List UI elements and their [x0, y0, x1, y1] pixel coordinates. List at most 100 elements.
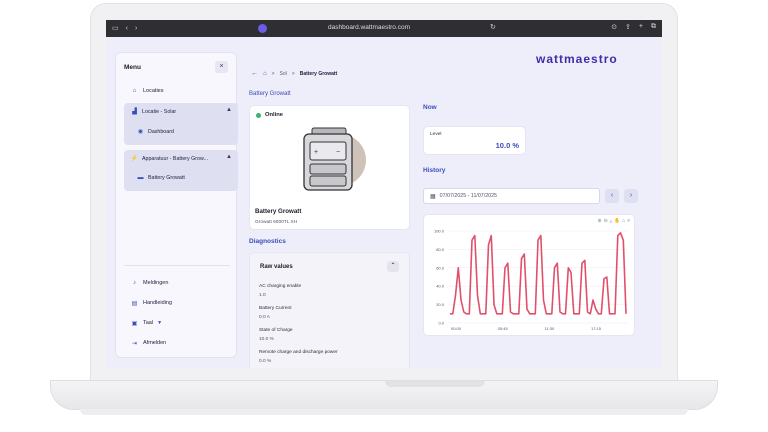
status-text: Online: [265, 112, 284, 118]
device-model: Growatt 6000TL XH: [255, 220, 298, 225]
raw-label: State of Charge: [259, 328, 293, 333]
y-tick-label: 80.0: [436, 247, 445, 252]
sidebar-item-afmelden[interactable]: ⇥ Afmelden: [124, 335, 230, 351]
raw-label: AC charging enable: [259, 284, 302, 289]
level-label: Level: [430, 132, 442, 137]
sidebar-item-locaties[interactable]: ⌂ Locaties: [124, 83, 230, 99]
chevron-up-icon[interactable]: ▲: [226, 154, 232, 160]
sidebar-item-locatie-solar[interactable]: ▟ Locatie - Solar ▲: [124, 103, 238, 120]
share-icon[interactable]: ⇪: [625, 24, 631, 31]
device-name: Battery Growatt: [255, 208, 302, 215]
sidebar-item-meldingen[interactable]: ♪ Meldingen: [124, 275, 230, 291]
dashboard-icon: ◉: [137, 129, 144, 135]
forward-icon[interactable]: ›: [134, 25, 138, 32]
close-menu-button[interactable]: ×: [215, 61, 228, 73]
date-range-text: 07/07/2025 - 11/07/2025: [439, 193, 498, 199]
x-tick-label: 00:00: [451, 326, 462, 331]
svg-text:+: +: [314, 149, 318, 156]
brand-logo: wattmaestro: [536, 52, 618, 66]
sidebar-item-dashboard[interactable]: ◉ Dashboard: [130, 123, 232, 140]
sidebar-menu: Menu × ⌂ Locaties ▟ Locatie - Solar ▲ ◉ …: [115, 52, 238, 358]
y-tick-label: 100.0: [434, 229, 445, 234]
previous-range-button[interactable]: ‹: [605, 189, 619, 203]
sidebar-item-label: Afmelden: [143, 340, 167, 346]
raw-label: Remote charge and discharge power: [259, 350, 338, 355]
history-chart: ⊕ ⊖ ⌕ ✋ ⌂ ≡ 0.0 20.0 40.0 60.0 80.0 100.0 00:0…: [423, 214, 635, 336]
date-range-input[interactable]: ▦ 07/07/2025 - 11/07/2025: [423, 188, 600, 204]
menu-title: Menu: [124, 64, 141, 71]
zoom-in-icon[interactable]: ⊕: [597, 219, 602, 224]
zoom-select-icon[interactable]: ⌕: [609, 220, 613, 225]
back-icon[interactable]: ‹: [125, 25, 128, 32]
book-icon: ▤: [131, 300, 138, 307]
battery-icon: ▬: [137, 174, 144, 181]
calendar-icon: ▦: [430, 193, 436, 200]
sidebar-item-handleiding[interactable]: ▤ Handleiding: [124, 295, 230, 311]
raw-values-card: Raw values ⌃ AC charging enable 1.0 Batt…: [249, 252, 410, 368]
sidebar-toggle-icon[interactable]: ▭: [112, 25, 119, 32]
chevron-down-icon: ▼: [157, 320, 163, 326]
sidebar-item-taal[interactable]: ▣ Taal ▼: [124, 315, 230, 331]
status-badge: Online: [256, 112, 283, 118]
new-tab-icon[interactable]: +: [638, 23, 643, 30]
collapse-button[interactable]: ⌃: [387, 261, 399, 272]
battery-image: + −: [303, 127, 366, 191]
raw-label: Battery Current: [259, 306, 292, 311]
chevron-up-icon[interactable]: ▲: [226, 107, 232, 113]
favicon-icon: [258, 24, 267, 33]
breadcrumb-current: Battery Growatt: [299, 70, 338, 77]
address-bar[interactable]: dashboard.wattmaestro.com: [328, 24, 411, 31]
y-tick-label: 60.0: [436, 265, 445, 270]
download-icon[interactable]: ⊙: [611, 24, 618, 31]
chart-menu-icon[interactable]: ≡: [627, 219, 630, 224]
zoom-out-icon[interactable]: ⊖: [603, 219, 608, 224]
breadcrumb-item[interactable]: Sol: [279, 70, 287, 77]
bell-icon: ♪: [133, 280, 136, 286]
sidebar-item-label: Apparatuur - Battery Grow...: [142, 155, 208, 162]
building-icon: ▟: [132, 109, 137, 115]
sidebar-item-label: Locatie - Solar: [142, 108, 177, 115]
laptop-notch: [385, 381, 485, 387]
x-tick-label: 05:45: [498, 326, 509, 331]
x-tick-label: 11:30: [544, 326, 554, 331]
series-line: [450, 231, 627, 315]
next-range-button[interactable]: ›: [624, 189, 638, 203]
sidebar-item-label: Locaties: [143, 88, 164, 94]
chart-canvas: 0.0 20.0 40.0 60.0 80.0 100.0 00:00 05:45 11:30 1…: [434, 229, 628, 331]
raw-value: 0.0 A: [259, 315, 270, 320]
logout-icon: ⇥: [131, 340, 138, 347]
online-status-icon: [256, 112, 261, 118]
sidebar-divider: [124, 265, 230, 266]
sidebar-item-label: Meldingen: [143, 280, 169, 286]
y-tick-label: 20.0: [436, 302, 445, 307]
sidebar-item-label: Battery Growatt: [148, 174, 185, 181]
now-title: Now: [423, 104, 437, 111]
y-tick-label: 0.0: [438, 321, 444, 326]
raw-values-title: Raw values: [260, 264, 293, 270]
pan-icon[interactable]: ✋: [614, 219, 621, 224]
sidebar-group-locatie: ▟ Locatie - Solar ▲ ◉ Dashboard: [124, 103, 238, 145]
history-title: History: [423, 167, 446, 174]
device-card: Online + − Battery Growatt Growatt 6000T…: [249, 105, 410, 230]
plug-icon: ⚡: [130, 156, 139, 162]
main-content: wattmaestro ← ⌂ > Sol > Battery Growatt …: [246, 52, 656, 368]
language-icon: ▣: [131, 320, 138, 327]
back-arrow-icon[interactable]: ←: [251, 70, 258, 77]
home-icon: ⌂: [132, 88, 137, 94]
home-icon[interactable]: ⌂: [263, 70, 267, 77]
browser-bar: ▭ ‹ › dashboard.wattmaestro.com ↻ ⊙ ⇪ + …: [106, 20, 662, 37]
sidebar-item-label: Taal: [143, 320, 154, 326]
sidebar-item-apparatuur[interactable]: ⚡ Apparatuur - Battery Grow... ▲: [124, 150, 238, 167]
raw-value: 0.0 %: [259, 359, 272, 364]
page-title: Battery Growatt: [249, 91, 291, 97]
reset-home-icon[interactable]: ⌂: [622, 219, 626, 224]
diagnostics-title: Diagnostics: [249, 238, 286, 245]
sidebar-item-battery-growatt[interactable]: ▬ Battery Growatt: [130, 169, 232, 186]
sidebar-group-apparatuur: ⚡ Apparatuur - Battery Grow... ▲ ▬ Batte…: [124, 150, 238, 191]
laptop-shadow: [80, 409, 688, 415]
reload-icon[interactable]: ↻: [490, 24, 496, 31]
sidebar-item-label: Handleiding: [143, 300, 173, 306]
x-tick-label: 17:15: [591, 326, 602, 331]
tabs-icon[interactable]: ⧉: [651, 23, 656, 30]
